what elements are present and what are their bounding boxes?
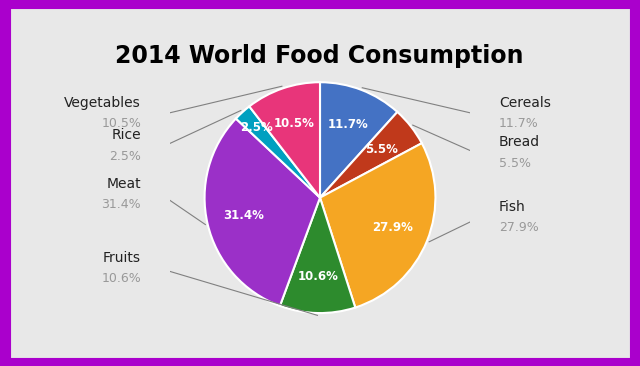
Text: Rice: Rice [111,128,141,142]
Wedge shape [320,112,422,198]
Text: 10.6%: 10.6% [298,270,339,283]
Wedge shape [320,82,397,198]
Text: Bread: Bread [499,135,540,149]
Text: Cereals: Cereals [499,96,551,110]
Text: 10.6%: 10.6% [101,272,141,285]
Wedge shape [250,82,320,198]
Wedge shape [320,143,435,307]
Text: 5.5%: 5.5% [499,157,531,169]
Text: 10.5%: 10.5% [101,117,141,130]
Text: 31.4%: 31.4% [223,209,264,222]
Text: 11.7%: 11.7% [499,117,539,130]
Text: Fruits: Fruits [103,251,141,265]
Text: 27.9%: 27.9% [372,221,413,234]
Text: 11.7%: 11.7% [328,118,369,131]
Text: 10.5%: 10.5% [274,117,315,130]
Text: Fish: Fish [499,200,525,214]
Text: 2.5%: 2.5% [109,150,141,163]
Text: 2.5%: 2.5% [240,121,273,134]
Wedge shape [280,198,355,313]
Text: 27.9%: 27.9% [499,221,539,234]
Text: 31.4%: 31.4% [102,198,141,211]
Wedge shape [236,107,320,198]
Wedge shape [205,119,320,306]
Text: 2014 World Food Consumption: 2014 World Food Consumption [115,44,524,68]
Text: Meat: Meat [106,177,141,191]
Text: 5.5%: 5.5% [365,143,398,156]
Text: Vegetables: Vegetables [65,96,141,110]
